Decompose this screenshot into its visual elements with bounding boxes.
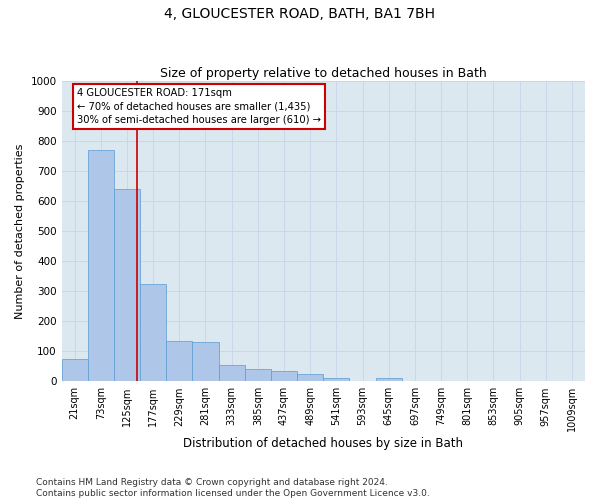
Title: Size of property relative to detached houses in Bath: Size of property relative to detached ho… [160,66,487,80]
Bar [166,340,193,382]
Text: 4 GLOUCESTER ROAD: 171sqm
← 70% of detached houses are smaller (1,435)
30% of se: 4 GLOUCESTER ROAD: 171sqm ← 70% of detac… [77,88,321,124]
Text: Contains HM Land Registry data © Crown copyright and database right 2024.
Contai: Contains HM Land Registry data © Crown c… [36,478,430,498]
Bar [376,378,402,382]
Bar [271,371,297,382]
Bar [193,342,218,382]
Bar [218,365,245,382]
Bar [62,359,88,382]
Bar [88,150,114,382]
Bar [114,189,140,382]
Bar [297,374,323,382]
Bar [323,378,349,382]
Y-axis label: Number of detached properties: Number of detached properties [15,144,25,318]
X-axis label: Distribution of detached houses by size in Bath: Distribution of detached houses by size … [183,437,463,450]
Bar [245,370,271,382]
Text: 4, GLOUCESTER ROAD, BATH, BA1 7BH: 4, GLOUCESTER ROAD, BATH, BA1 7BH [164,8,436,22]
Bar [140,284,166,382]
